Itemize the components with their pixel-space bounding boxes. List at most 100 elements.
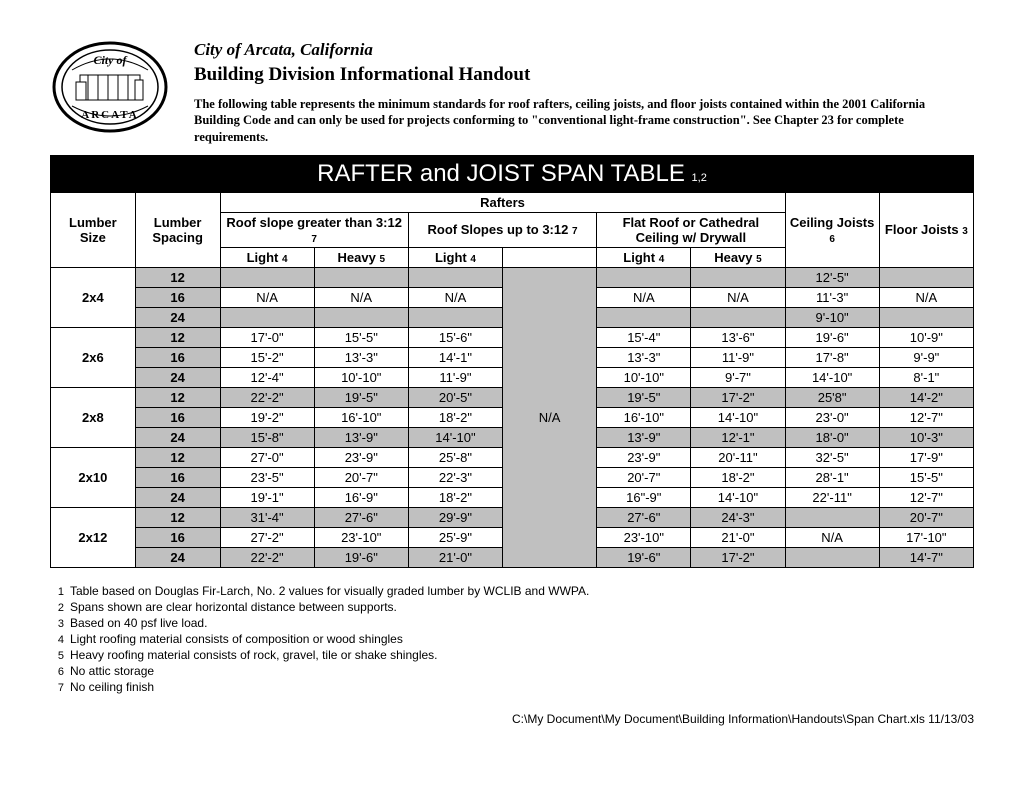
- data-cell: N/A: [220, 287, 314, 307]
- footnotes: 1Table based on Douglas Fir-Larch, No. 2…: [50, 584, 974, 694]
- data-cell: 12'-4": [220, 367, 314, 387]
- handout-title: Building Division Informational Handout: [194, 64, 974, 86]
- footnote-text: No attic storage: [70, 664, 154, 678]
- footnote-text: No ceiling finish: [70, 680, 154, 694]
- data-cell: 22'-2": [220, 387, 314, 407]
- data-cell: 19'-1": [220, 487, 314, 507]
- footnote-text: Light roofing material consists of compo…: [70, 632, 403, 646]
- merged-na-cell: N/A: [503, 267, 597, 567]
- footnote-line: 7 No ceiling finish: [50, 680, 974, 694]
- col-rafters: Rafters: [220, 192, 785, 212]
- file-path: C:\My Document\My Document\Building Info…: [50, 712, 974, 726]
- data-cell: 31'-4": [220, 507, 314, 527]
- lumber-size-cell: 2x10: [51, 447, 136, 507]
- table-banner-row: RAFTER and JOIST SPAN TABLE 1,2: [51, 155, 974, 192]
- data-cell: 15'-5": [879, 467, 973, 487]
- data-cell: 28'-1": [785, 467, 879, 487]
- data-cell: 10'-10": [314, 367, 408, 387]
- col-heavy-2-blank: [503, 247, 597, 267]
- data-cell: 20'-11": [691, 447, 785, 467]
- city-seal-logo: City of ARCATA: [50, 40, 170, 135]
- spacing-cell: 12: [135, 327, 220, 347]
- footnote-number: 5: [50, 650, 64, 662]
- data-cell: 17'-0": [220, 327, 314, 347]
- data-cell: 23'-9": [597, 447, 691, 467]
- footnote-number: 2: [50, 602, 64, 614]
- data-cell: 12'-7": [879, 487, 973, 507]
- data-cell: [597, 267, 691, 287]
- spacing-cell: 24: [135, 547, 220, 567]
- data-cell: 18'-2": [691, 467, 785, 487]
- footnote-line: 5 Heavy roofing material consists of rock…: [50, 648, 974, 662]
- data-cell: 20'-7": [314, 467, 408, 487]
- data-cell: 8'-1": [879, 367, 973, 387]
- spacing-cell: 16: [135, 347, 220, 367]
- data-cell: 27'-0": [220, 447, 314, 467]
- data-cell: 12'-1": [691, 427, 785, 447]
- data-cell: 11'-9": [408, 367, 502, 387]
- footnote-text: Based on 40 psf live load.: [70, 616, 207, 630]
- data-cell: 29'-9": [408, 507, 502, 527]
- data-cell: [597, 307, 691, 327]
- data-cell: 18'-2": [408, 487, 502, 507]
- data-cell: 14'-2": [879, 387, 973, 407]
- footnote-number: 7: [50, 682, 64, 694]
- lumber-size-cell: 2x12: [51, 507, 136, 567]
- data-cell: 10'-10": [597, 367, 691, 387]
- footnote-line: 1Table based on Douglas Fir-Larch, No. 2…: [50, 584, 974, 598]
- data-cell: 17'-2": [691, 547, 785, 567]
- col-light-2: Light 4: [408, 247, 502, 267]
- data-cell: [220, 267, 314, 287]
- col-ceiling-joists: Ceiling Joists 6: [785, 192, 879, 267]
- data-cell: N/A: [597, 287, 691, 307]
- footnote-text: Heavy roofing material consists of rock,…: [70, 648, 438, 662]
- banner-text: RAFTER and JOIST SPAN TABLE: [317, 160, 691, 187]
- intro-paragraph: The following table represents the minim…: [194, 96, 974, 145]
- data-cell: 32'-5": [785, 447, 879, 467]
- header-row: City of ARCATA City of Arcata, Californi…: [50, 40, 974, 145]
- data-cell: 14'-10": [691, 407, 785, 427]
- col-lumber-size: Lumber Size: [51, 192, 136, 267]
- data-cell: 19'-5": [597, 387, 691, 407]
- data-cell: 18'-0": [785, 427, 879, 447]
- data-cell: 10'-3": [879, 427, 973, 447]
- data-cell: 27'-6": [597, 507, 691, 527]
- data-cell: 22'-3": [408, 467, 502, 487]
- spacing-cell: 24: [135, 367, 220, 387]
- data-cell: 14'-7": [879, 547, 973, 567]
- footnote-text: Table based on Douglas Fir-Larch, No. 2 …: [70, 584, 589, 598]
- data-cell: 19'-2": [220, 407, 314, 427]
- data-cell: 17'-9": [879, 447, 973, 467]
- spacing-cell: 12: [135, 507, 220, 527]
- spacing-cell: 24: [135, 487, 220, 507]
- lumber-size-cell: 2x4: [51, 267, 136, 327]
- col-heavy-1: Heavy 5: [314, 247, 408, 267]
- span-table: RAFTER and JOIST SPAN TABLE 1,2 Lumber S…: [50, 155, 974, 568]
- data-cell: 17'-8": [785, 347, 879, 367]
- data-cell: 19'-6": [597, 547, 691, 567]
- header-text: City of Arcata, California Building Divi…: [194, 40, 974, 145]
- data-cell: 23'-9": [314, 447, 408, 467]
- data-cell: N/A: [408, 287, 502, 307]
- data-cell: 15'-5": [314, 327, 408, 347]
- spacing-cell: 24: [135, 307, 220, 327]
- footnote-line: 3Based on 40 psf live load.: [50, 616, 974, 630]
- data-cell: 20'-7": [597, 467, 691, 487]
- lumber-size-cell: 2x8: [51, 387, 136, 447]
- banner-sub: 1,2: [692, 172, 707, 184]
- footnote-line: 6 No attic storage: [50, 664, 974, 678]
- data-cell: [220, 307, 314, 327]
- org-title: City of Arcata, California: [194, 40, 974, 60]
- footnote-number: 6: [50, 666, 64, 678]
- data-cell: 14'-10": [691, 487, 785, 507]
- svg-text:ARCATA: ARCATA: [81, 109, 138, 121]
- footnote-number: 4: [50, 634, 64, 646]
- data-cell: 14'-10": [785, 367, 879, 387]
- spacing-cell: 12: [135, 267, 220, 287]
- data-cell: 9'-9": [879, 347, 973, 367]
- data-cell: N/A: [879, 287, 973, 307]
- spacing-cell: 16: [135, 287, 220, 307]
- data-cell: 24'-3": [691, 507, 785, 527]
- data-cell: 13'-6": [691, 327, 785, 347]
- data-cell: N/A: [691, 287, 785, 307]
